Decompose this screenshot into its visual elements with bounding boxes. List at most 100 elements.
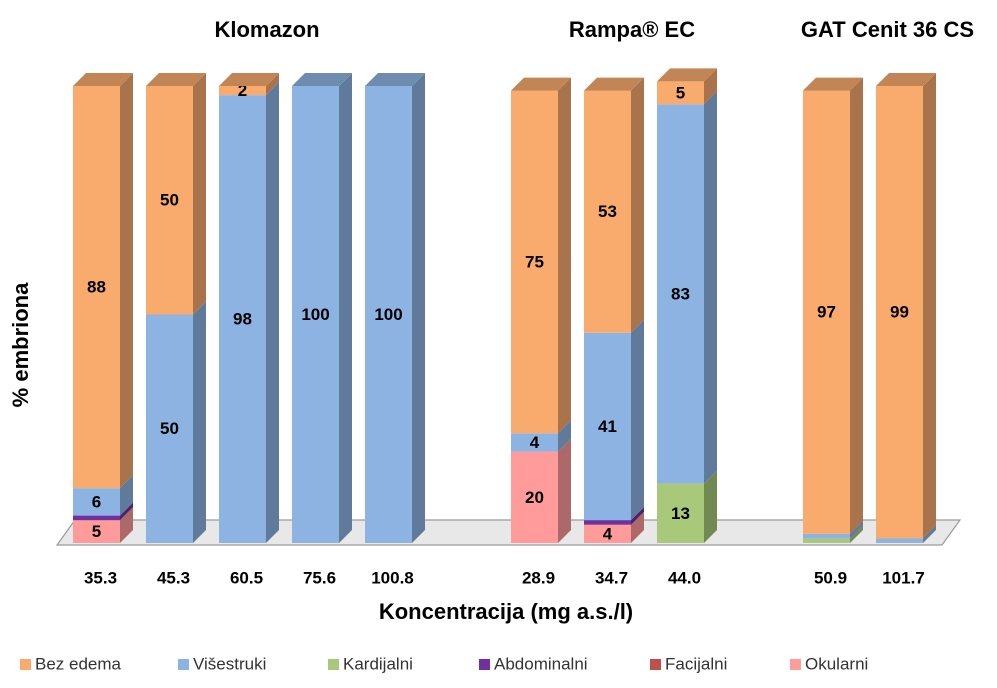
bar-segment: [584, 520, 631, 525]
bar-top: [219, 73, 279, 86]
bar-segment: [657, 104, 704, 484]
bar-segment: [292, 86, 339, 543]
legend-swatch: [650, 659, 661, 670]
floor: [55, 519, 962, 546]
data-label: 88: [87, 278, 106, 297]
data-label: 50: [160, 419, 179, 438]
bar-segment: [219, 86, 266, 96]
data-label: 2: [238, 81, 247, 100]
bar-segment: [657, 483, 704, 543]
bar-side: [412, 73, 425, 543]
data-label: 98: [233, 310, 252, 329]
bar-top: [657, 68, 717, 82]
bar-side: [850, 525, 863, 543]
x-tick-label: 60.5: [230, 568, 263, 587]
bar-side: [850, 520, 863, 539]
bar-segment: [511, 90, 558, 434]
bar-side: [631, 319, 644, 521]
data-label: 75: [525, 252, 544, 271]
data-label: 100: [374, 305, 402, 324]
data-label: 97: [817, 303, 836, 322]
bar-top: [146, 73, 206, 86]
bar-segment: [803, 90, 850, 534]
bar-side: [120, 507, 133, 543]
x-tick-label: 34.7: [595, 568, 628, 587]
bar-side: [704, 91, 717, 484]
bar-top: [803, 77, 863, 91]
bar-segment: [365, 86, 412, 543]
x-tick-label: 44.0: [668, 568, 701, 587]
bar-segment: [876, 538, 923, 543]
bar-segment: [803, 538, 850, 543]
legend-label: Abdominalni: [494, 654, 588, 673]
legend-swatch: [790, 659, 801, 670]
x-tick-label: 28.9: [522, 568, 555, 587]
data-label: 83: [671, 284, 690, 303]
x-tick-label: 50.9: [814, 568, 847, 587]
data-label: 99: [890, 303, 909, 322]
bar-side: [266, 82, 279, 543]
bar-segment: [146, 314, 193, 543]
bar-segment: [73, 86, 120, 489]
data-label: 41: [598, 417, 617, 436]
data-label: 4: [530, 433, 540, 452]
x-axis-label: Koncentracija (mg a.s./l): [379, 599, 633, 624]
x-tick-label: 75.6: [303, 568, 336, 587]
bar-top: [73, 73, 133, 86]
y-axis-label: % embriona: [8, 282, 33, 407]
legend-swatch: [178, 659, 189, 670]
data-label: 4: [603, 524, 613, 543]
bar-side: [558, 420, 571, 452]
legend-swatch: [479, 659, 490, 670]
bar-segment: [73, 488, 120, 516]
bar-segment: [657, 81, 704, 105]
legend-label: Kardijalni: [343, 654, 413, 673]
bar-top: [876, 73, 936, 86]
bar-segment: [584, 524, 631, 543]
x-tick-label: 100.8: [371, 568, 414, 587]
bar-top: [365, 73, 425, 86]
group-title: GAT Cenit 36 CS: [801, 17, 974, 42]
bar-side: [193, 301, 206, 543]
bar-side: [631, 511, 644, 543]
data-label: 13: [671, 504, 690, 523]
bar-segment: [73, 515, 120, 521]
x-tick-label: 45.3: [157, 568, 190, 587]
bar-segment: [584, 332, 631, 521]
legend-swatch: [328, 659, 339, 670]
bar-side: [631, 507, 644, 525]
data-label: 5: [676, 83, 685, 102]
bar-segment: [803, 533, 850, 539]
bar-segment: [511, 451, 558, 543]
group-title: Rampa® EC: [569, 17, 695, 42]
data-label: 100: [301, 305, 329, 324]
bar-side: [631, 77, 644, 333]
group-title: Klomazon: [214, 17, 319, 42]
x-tick-label: 101.7: [882, 568, 925, 587]
bar-segment: [876, 86, 923, 539]
bar-segment: [146, 86, 193, 315]
bar-side: [120, 502, 133, 521]
bar-side: [704, 68, 717, 105]
bar-side: [923, 73, 936, 539]
legend-label: Bez edema: [35, 654, 122, 673]
bar-segment: [73, 520, 120, 543]
legend-label: Facijalni: [665, 654, 727, 673]
bar-side: [120, 73, 133, 489]
bar-side: [339, 73, 352, 543]
bar-segment: [511, 433, 558, 452]
legend-label: Višestruki: [193, 654, 266, 673]
bar-side: [193, 73, 206, 315]
bar-segment: [584, 90, 631, 333]
bar-top: [292, 73, 352, 86]
legend-swatch: [20, 659, 31, 670]
legend-label: Okularni: [805, 654, 868, 673]
x-tick-label: 35.3: [84, 568, 117, 587]
bar-side: [266, 73, 279, 96]
bar-side: [558, 438, 571, 543]
bar-side: [850, 77, 863, 534]
data-label: 50: [160, 191, 179, 210]
bar-side: [120, 475, 133, 516]
bar-side: [558, 77, 571, 434]
data-label: 5: [92, 522, 101, 541]
